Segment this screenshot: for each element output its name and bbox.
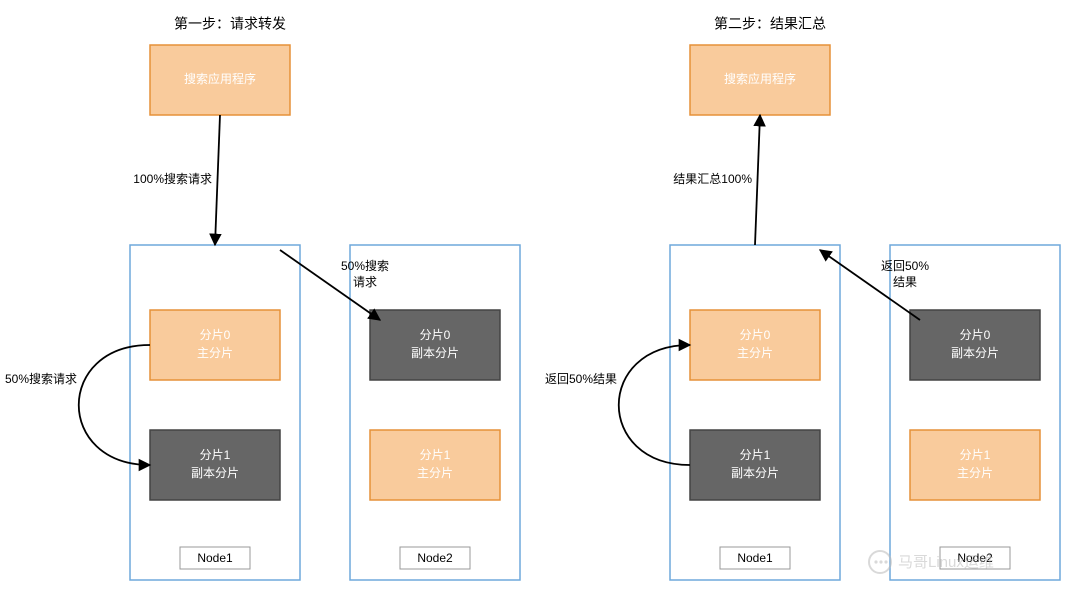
node2-shard-top-l2: 副本分片 xyxy=(411,346,459,360)
label-50-right-l2: 请求 xyxy=(353,275,377,289)
node2-shard-bottom-l2: 主分片 xyxy=(417,466,453,480)
node1-shard-top xyxy=(150,310,280,380)
node1-shard-top-l2: 主分片 xyxy=(197,346,233,360)
watermark: 马哥Linux运维 xyxy=(869,551,994,573)
arrow-node-to-app xyxy=(755,115,760,245)
node2-shard-bottom-l1: 分片1 xyxy=(420,448,451,462)
watermark-text: 马哥Linux运维 xyxy=(898,554,994,571)
label-50-right-l1: 返回50% xyxy=(881,259,929,273)
node1-label: Node1 xyxy=(197,551,233,565)
label-100: 结果汇总100% xyxy=(673,172,752,186)
node2-shard-top-l1: 分片0 xyxy=(420,328,451,342)
label-50-right-l1: 50%搜索 xyxy=(341,258,389,273)
node2-shard-top xyxy=(910,310,1040,380)
node2-shard-bottom-l1: 分片1 xyxy=(960,448,991,462)
node2-label: Node2 xyxy=(417,551,453,565)
node1-shard-bottom-l1: 分片1 xyxy=(740,448,771,462)
panel: 第二步：结果汇总搜索应用程序分片0主分片分片1副本分片分片0副本分片分片1主分片… xyxy=(545,16,1060,580)
node1-shard-bottom-l2: 副本分片 xyxy=(191,466,239,480)
node1-label: Node1 xyxy=(737,551,773,565)
label-50-left: 50%搜索请求 xyxy=(5,371,77,386)
diagram-canvas: 第一步：请求转发搜索应用程序分片0主分片分片1副本分片分片0副本分片分片1主分片… xyxy=(0,0,1080,603)
node1-shard-bottom-l1: 分片1 xyxy=(200,448,231,462)
node2-shard-bottom-l2: 主分片 xyxy=(957,466,993,480)
node1-box xyxy=(130,245,300,580)
node2-shard-top-l2: 副本分片 xyxy=(951,346,999,360)
node2-shard-top xyxy=(370,310,500,380)
node2-shard-bottom xyxy=(370,430,500,500)
app-label: 搜索应用程序 xyxy=(724,71,796,86)
node2-shard-top-l1: 分片0 xyxy=(960,328,991,342)
label-50-left: 返回50%结果 xyxy=(545,372,617,386)
app-label: 搜索应用程序 xyxy=(184,71,256,86)
step-title: 第二步：结果汇总 xyxy=(714,16,826,32)
label-50-right-l2: 结果 xyxy=(893,275,917,289)
node2-box xyxy=(890,245,1060,580)
step-title: 第一步：请求转发 xyxy=(174,16,286,32)
node2-shard-bottom xyxy=(910,430,1040,500)
node1-shard-bottom xyxy=(690,430,820,500)
node1-shard-top-l1: 分片0 xyxy=(200,328,231,342)
node1-shard-top-l2: 主分片 xyxy=(737,346,773,360)
node1-shard-top-l1: 分片0 xyxy=(740,328,771,342)
node1-shard-bottom xyxy=(150,430,280,500)
panel: 第一步：请求转发搜索应用程序分片0主分片分片1副本分片分片0副本分片分片1主分片… xyxy=(5,16,520,580)
node1-box xyxy=(670,245,840,580)
node2-box xyxy=(350,245,520,580)
node1-shard-bottom-l2: 副本分片 xyxy=(731,466,779,480)
label-100: 100%搜索请求 xyxy=(133,171,212,186)
node1-shard-top xyxy=(690,310,820,380)
arrow-app-to-node xyxy=(215,115,220,245)
